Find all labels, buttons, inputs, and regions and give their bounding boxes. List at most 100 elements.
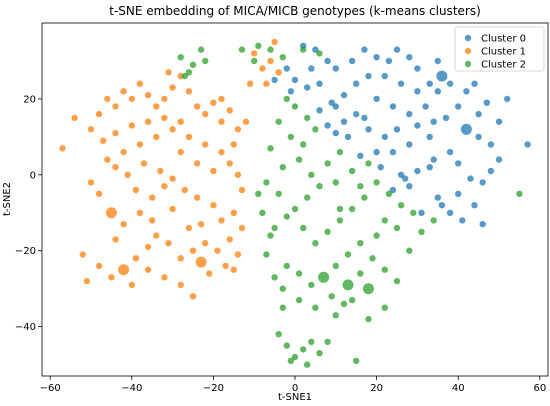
data-point xyxy=(287,357,295,364)
chart-title: t-SNE embedding of MICA/MICB genotypes (… xyxy=(109,4,481,18)
data-point xyxy=(324,122,331,129)
data-point xyxy=(344,251,352,258)
data-point xyxy=(267,46,274,53)
data-point xyxy=(361,46,368,53)
data-point xyxy=(342,279,354,291)
data-point xyxy=(136,141,144,148)
data-point xyxy=(210,99,217,106)
y-tick-label: −40 xyxy=(15,322,36,333)
data-point xyxy=(271,38,278,46)
data-point xyxy=(283,262,290,270)
data-point xyxy=(197,221,205,228)
data-point xyxy=(422,103,429,110)
data-point xyxy=(197,46,205,53)
data-point xyxy=(112,236,119,243)
data-point xyxy=(324,228,331,235)
data-point xyxy=(283,213,290,220)
data-point xyxy=(291,103,299,110)
data-point xyxy=(446,148,454,156)
x-tick-label: 40 xyxy=(452,383,465,394)
data-point xyxy=(230,141,237,148)
data-point xyxy=(149,194,156,201)
data-point xyxy=(300,46,307,53)
data-point xyxy=(238,46,246,53)
data-point xyxy=(348,57,356,65)
data-point xyxy=(332,179,339,186)
data-point xyxy=(324,57,331,65)
data-point xyxy=(267,145,274,152)
data-point xyxy=(189,293,197,300)
data-point xyxy=(389,103,397,110)
data-point xyxy=(300,141,307,148)
data-point xyxy=(418,228,425,235)
data-point xyxy=(153,133,160,141)
data-point xyxy=(324,160,331,167)
data-point xyxy=(291,205,299,213)
data-point xyxy=(373,95,380,103)
data-point xyxy=(426,133,433,141)
data-point xyxy=(161,183,168,190)
data-point xyxy=(487,141,495,148)
data-point xyxy=(259,65,266,72)
data-point xyxy=(112,164,119,171)
data-point xyxy=(189,61,197,68)
data-point xyxy=(291,76,299,84)
data-point xyxy=(304,114,311,122)
data-point xyxy=(287,133,295,141)
data-point xyxy=(495,156,503,163)
data-point xyxy=(181,186,188,194)
data-point xyxy=(234,251,242,258)
data-point xyxy=(144,266,152,273)
data-point xyxy=(242,118,250,125)
data-point xyxy=(124,171,131,178)
data-point xyxy=(434,88,441,95)
data-point xyxy=(251,57,258,65)
series-cluster-1 xyxy=(59,38,282,300)
legend-marker xyxy=(464,47,472,55)
data-point xyxy=(363,283,374,295)
data-point xyxy=(316,107,323,114)
data-point xyxy=(279,54,286,61)
data-point xyxy=(365,160,372,167)
data-point xyxy=(234,126,242,133)
data-point xyxy=(218,217,225,224)
data-point xyxy=(397,202,405,209)
data-point xyxy=(471,80,478,87)
data-point xyxy=(79,251,87,258)
data-point xyxy=(177,148,184,156)
data-point xyxy=(340,91,348,99)
data-point xyxy=(385,57,393,65)
data-point xyxy=(132,186,140,194)
data-point xyxy=(104,156,111,163)
data-point xyxy=(100,137,107,144)
series-cluster-0 xyxy=(271,42,531,228)
data-point xyxy=(112,129,119,137)
data-point xyxy=(226,160,233,167)
data-point xyxy=(389,186,397,194)
y-axis-ticks: −40 −20 0 20 xyxy=(15,94,42,333)
data-point xyxy=(193,194,201,201)
data-point xyxy=(300,224,307,232)
data-point xyxy=(271,274,278,281)
series-cluster-2 xyxy=(177,42,523,368)
data-point xyxy=(177,118,184,125)
data-point xyxy=(153,232,160,239)
data-point xyxy=(263,251,270,258)
data-point xyxy=(332,103,339,110)
data-point xyxy=(373,148,380,156)
data-point xyxy=(226,236,233,243)
data-point xyxy=(344,133,352,141)
data-point xyxy=(246,80,254,87)
data-point xyxy=(410,209,417,216)
data-point xyxy=(430,118,437,125)
data-point xyxy=(251,50,258,57)
data-point xyxy=(193,160,201,167)
data-point xyxy=(406,247,413,254)
data-point xyxy=(104,95,111,103)
data-point xyxy=(316,350,323,357)
data-point xyxy=(112,103,119,110)
data-point xyxy=(381,217,388,224)
data-point xyxy=(71,114,78,122)
data-point xyxy=(524,141,531,148)
data-point xyxy=(95,190,103,197)
